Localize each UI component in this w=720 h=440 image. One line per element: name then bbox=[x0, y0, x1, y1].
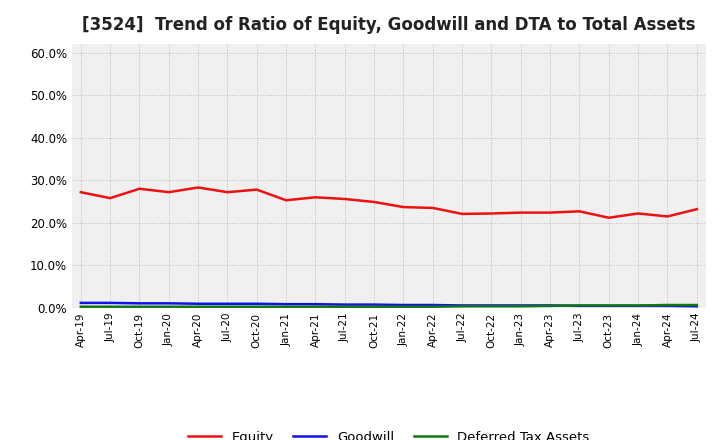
Goodwill bbox=[516, 303, 525, 308]
Equity bbox=[106, 195, 114, 201]
Equity bbox=[428, 205, 437, 211]
Deferred Tax Assets bbox=[311, 304, 320, 309]
Deferred Tax Assets bbox=[106, 304, 114, 309]
Deferred Tax Assets bbox=[341, 304, 349, 309]
Goodwill bbox=[164, 301, 173, 306]
Deferred Tax Assets bbox=[164, 304, 173, 309]
Line: Goodwill: Goodwill bbox=[81, 303, 697, 306]
Equity bbox=[693, 206, 701, 212]
Goodwill bbox=[311, 301, 320, 307]
Equity bbox=[546, 210, 554, 215]
Equity bbox=[253, 187, 261, 192]
Deferred Tax Assets bbox=[634, 303, 642, 308]
Goodwill bbox=[223, 301, 232, 306]
Deferred Tax Assets bbox=[458, 304, 467, 309]
Deferred Tax Assets bbox=[605, 303, 613, 308]
Goodwill bbox=[634, 303, 642, 308]
Goodwill bbox=[605, 303, 613, 308]
Line: Deferred Tax Assets: Deferred Tax Assets bbox=[81, 305, 697, 307]
Goodwill bbox=[693, 304, 701, 309]
Deferred Tax Assets bbox=[546, 303, 554, 308]
Goodwill bbox=[370, 302, 379, 307]
Equity bbox=[487, 211, 496, 216]
Deferred Tax Assets bbox=[399, 304, 408, 309]
Goodwill bbox=[663, 303, 672, 308]
Equity bbox=[370, 199, 379, 205]
Equity bbox=[194, 185, 202, 190]
Deferred Tax Assets bbox=[253, 304, 261, 309]
Deferred Tax Assets bbox=[76, 304, 85, 309]
Equity bbox=[634, 211, 642, 216]
Equity bbox=[458, 211, 467, 216]
Goodwill bbox=[487, 303, 496, 308]
Deferred Tax Assets bbox=[663, 302, 672, 308]
Deferred Tax Assets bbox=[575, 303, 584, 308]
Equity bbox=[341, 196, 349, 202]
Equity bbox=[516, 210, 525, 215]
Equity bbox=[223, 190, 232, 195]
Equity bbox=[575, 209, 584, 214]
Goodwill bbox=[135, 301, 144, 306]
Goodwill bbox=[341, 302, 349, 307]
Equity bbox=[282, 198, 290, 203]
Goodwill bbox=[458, 303, 467, 308]
Equity bbox=[76, 190, 85, 195]
Line: Equity: Equity bbox=[81, 187, 697, 218]
Goodwill bbox=[428, 302, 437, 308]
Equity bbox=[663, 214, 672, 219]
Equity bbox=[605, 215, 613, 220]
Equity bbox=[399, 205, 408, 210]
Goodwill bbox=[253, 301, 261, 306]
Deferred Tax Assets bbox=[223, 304, 232, 309]
Goodwill bbox=[282, 301, 290, 307]
Equity bbox=[164, 190, 173, 195]
Goodwill bbox=[76, 300, 85, 305]
Deferred Tax Assets bbox=[516, 304, 525, 309]
Equity bbox=[311, 194, 320, 200]
Goodwill bbox=[546, 303, 554, 308]
Deferred Tax Assets bbox=[135, 304, 144, 309]
Deferred Tax Assets bbox=[428, 304, 437, 309]
Goodwill bbox=[106, 300, 114, 305]
Deferred Tax Assets bbox=[282, 304, 290, 309]
Deferred Tax Assets bbox=[693, 302, 701, 308]
Deferred Tax Assets bbox=[487, 304, 496, 309]
Legend: Equity, Goodwill, Deferred Tax Assets: Equity, Goodwill, Deferred Tax Assets bbox=[183, 425, 595, 440]
Title: [3524]  Trend of Ratio of Equity, Goodwill and DTA to Total Assets: [3524] Trend of Ratio of Equity, Goodwil… bbox=[82, 16, 696, 34]
Equity bbox=[135, 186, 144, 191]
Goodwill bbox=[194, 301, 202, 306]
Goodwill bbox=[399, 302, 408, 308]
Goodwill bbox=[575, 303, 584, 308]
Deferred Tax Assets bbox=[194, 304, 202, 309]
Deferred Tax Assets bbox=[370, 304, 379, 309]
